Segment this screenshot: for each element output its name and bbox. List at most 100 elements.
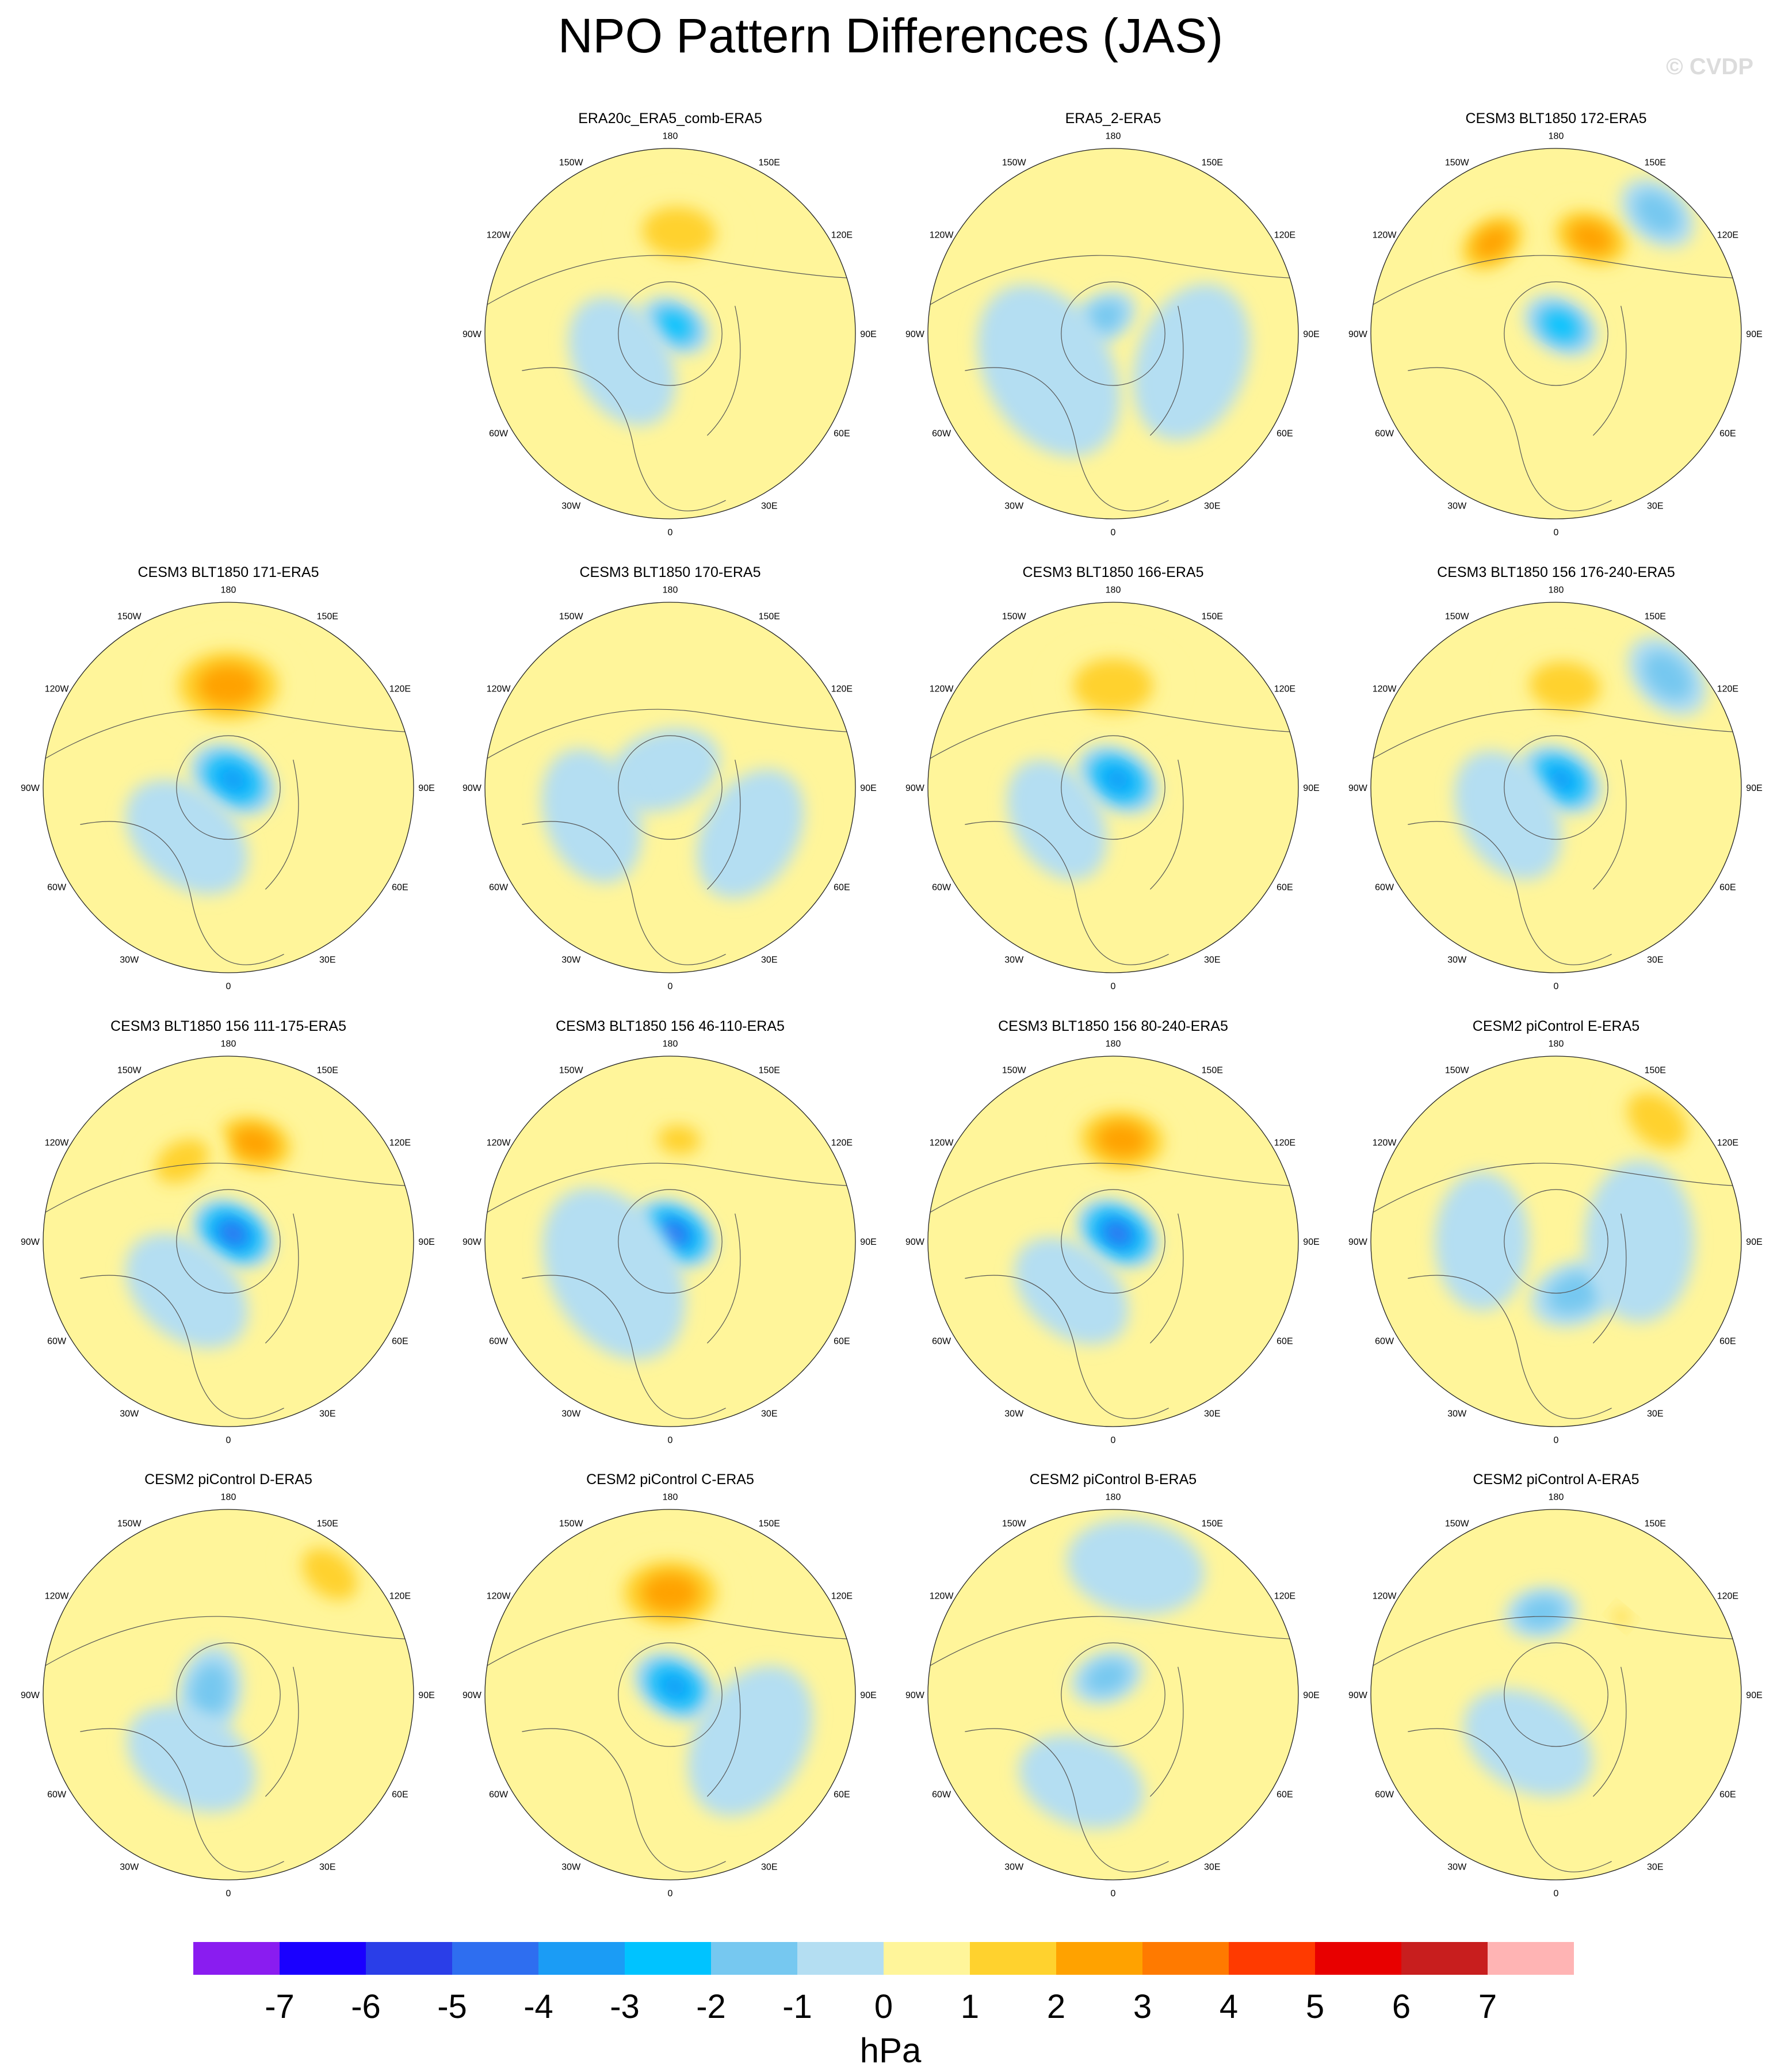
longitude-label: 180: [663, 1492, 678, 1502]
panel-title: CESM3 BLT1850 170-ERA5: [580, 564, 761, 580]
anomaly-contour: [1084, 1661, 1129, 1694]
colorbar-swatch: [538, 1942, 625, 1975]
map-panel: CESM3 BLT1850 170-ERA5 180 150E 120E 90E 60E 3…: [463, 564, 877, 992]
longitude-label: 30W: [561, 955, 581, 965]
colorbar-swatch: [970, 1942, 1056, 1975]
longitude-label: 180: [1549, 585, 1564, 595]
coastline: [485, 255, 855, 511]
longitude-label: 60E: [1719, 1790, 1736, 1799]
longitude-label: 90W: [1348, 330, 1368, 339]
colorbar-swatch: [797, 1942, 884, 1975]
anomaly-contour: [221, 1224, 245, 1243]
longitude-label: 180: [1549, 1492, 1564, 1502]
longitude-label: 150W: [1002, 1066, 1027, 1076]
anomaly-contour: [1569, 221, 1613, 255]
colorbar-tick-label: -1: [782, 1988, 812, 2025]
colorbar-tick-label: -4: [523, 1988, 553, 2025]
map-border: [484, 1056, 856, 1427]
longitude-label: 120E: [1274, 685, 1295, 694]
longitude-label: 30E: [1204, 1409, 1220, 1419]
longitude-label: 60W: [489, 1790, 509, 1799]
anomaly-contour: [642, 207, 716, 258]
map-border: [927, 1056, 1299, 1427]
longitude-label: 30W: [561, 1409, 581, 1419]
longitude-label: 150W: [1445, 1519, 1470, 1529]
longitude-label: 150E: [1645, 1519, 1666, 1529]
longitude-label: 90W: [21, 1691, 40, 1700]
longitude-label: 150W: [117, 612, 142, 622]
longitude-label: 180: [663, 585, 678, 595]
coastline: [1371, 709, 1741, 965]
longitude-label: 30W: [120, 1862, 139, 1872]
panel-title: CESM2 piControl D-ERA5: [144, 1471, 312, 1488]
anomaly-contour: [190, 1663, 230, 1720]
longitude-label: 120E: [1274, 231, 1295, 240]
longitude-label: 120E: [831, 1138, 853, 1148]
map-border: [927, 148, 1299, 519]
longitude-label: 60W: [932, 1790, 951, 1799]
anomaly-contour: [1463, 1689, 1593, 1796]
longitude-label: 90E: [1303, 1691, 1319, 1700]
longitude-label: 30W: [1004, 1862, 1024, 1872]
anomaly-contour: [301, 1548, 357, 1600]
anomaly-contour: [1584, 1160, 1695, 1322]
longitude-label: 0: [1111, 1436, 1116, 1446]
longitude-label: 60W: [489, 882, 509, 892]
coastline: [928, 255, 1298, 511]
anomaly-contour: [697, 769, 804, 899]
panel-title: CESM2 piControl E-ERA5: [1473, 1018, 1639, 1034]
longitude-label: 120E: [1717, 685, 1738, 694]
map-border: [1370, 602, 1742, 973]
colorbar-tick-label: 4: [1220, 1988, 1238, 2025]
anomaly-contour: [659, 312, 690, 339]
longitude-label: 180: [663, 131, 678, 141]
longitude-label: 90E: [418, 783, 434, 793]
map-panel: CESM3 BLT1850 156 176-240-ERA5 180 150E 120…: [1348, 564, 1763, 992]
longitude-label: 180: [1106, 131, 1121, 141]
longitude-label: 0: [668, 1436, 673, 1446]
longitude-label: 120W: [1373, 1138, 1397, 1148]
longitude-label: 150E: [759, 1066, 780, 1076]
anomaly-contour: [568, 296, 676, 426]
longitude-label: 120E: [1274, 1138, 1295, 1148]
longitude-label: 150E: [1645, 1066, 1666, 1076]
longitude-label: 180: [221, 1039, 236, 1049]
longitude-label: 90E: [1746, 1237, 1762, 1247]
longitude-label: 120W: [930, 1592, 954, 1601]
coastline: [928, 709, 1298, 965]
longitude-label: 120W: [930, 231, 954, 240]
longitude-label: 90W: [1348, 783, 1368, 793]
longitude-label: 30E: [761, 1862, 777, 1872]
longitude-label: 150W: [1445, 158, 1470, 168]
anomaly-contour: [1103, 767, 1132, 792]
map-panel: CESM2 piControl C-ERA5 180 150E 120E 90E 60E 3…: [463, 1471, 877, 1899]
longitude-label: 30E: [1647, 955, 1663, 965]
colorbar-tick-label: -5: [437, 1988, 467, 2025]
longitude-label: 120E: [831, 231, 853, 240]
colorbar-swatch: [625, 1942, 711, 1975]
map-border: [1370, 148, 1742, 519]
map-panel: CESM2 piControl B-ERA5 180 150E 120E 90E 60E 3…: [905, 1471, 1320, 1899]
longitude-label: 150E: [759, 158, 780, 168]
longitude-label: 0: [1554, 982, 1559, 992]
longitude-label: 120E: [389, 685, 411, 694]
longitude-label: 180: [1549, 1039, 1564, 1049]
longitude-label: 120E: [389, 1592, 411, 1601]
longitude-label: 60E: [392, 882, 408, 892]
colorbar-swatch: [1229, 1942, 1315, 1975]
longitude-label: 90W: [905, 330, 925, 339]
anomaly-contour: [217, 767, 249, 792]
anomaly-contour: [1096, 1122, 1148, 1158]
anomaly-contour: [1519, 1596, 1565, 1628]
longitude-label: 30W: [561, 501, 581, 511]
longitude-label: 0: [1554, 1889, 1559, 1899]
longitude-label: 150W: [559, 612, 584, 622]
longitude-label: 180: [1106, 585, 1121, 595]
longitude-label: 120W: [930, 1138, 954, 1148]
anomaly-contour: [542, 1187, 686, 1360]
longitude-label: 120E: [1717, 231, 1738, 240]
anomaly-contour: [197, 664, 259, 707]
panel-title: CESM3 BLT1850 172-ERA5: [1466, 110, 1647, 127]
longitude-label: 90E: [418, 1237, 434, 1247]
longitude-label: 180: [1549, 131, 1564, 141]
